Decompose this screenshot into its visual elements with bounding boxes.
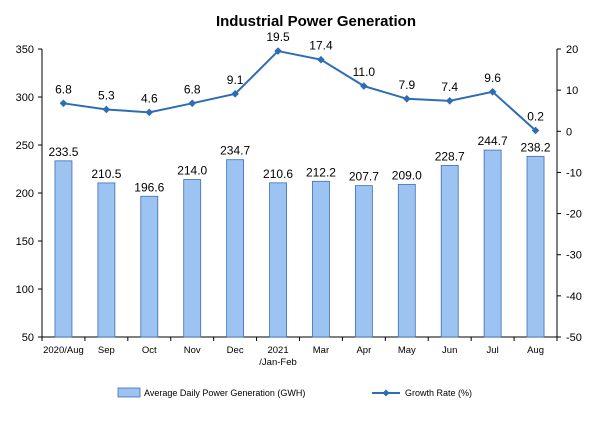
bar-series: 233.5 210.5 196.6 214.0 234.7 210.6 212.2 207.7… (48, 134, 551, 338)
line-data-label: 19.5 (266, 30, 290, 44)
y-left-tick-label: 350 (16, 44, 34, 56)
bar (269, 182, 287, 338)
line-point (488, 87, 497, 96)
line-point (402, 94, 411, 103)
line-data-label: 7.4 (441, 80, 458, 94)
bar (354, 185, 373, 338)
bar (526, 155, 545, 338)
y-left-tick-label: 150 (16, 236, 34, 248)
bar (183, 179, 202, 338)
y-right-tick-label: -50 (566, 332, 582, 344)
x-tick-label: Jun (442, 345, 457, 356)
bar-data-label: 210.5 (91, 167, 121, 181)
x-tick-label: 2020/Aug (43, 345, 84, 356)
bar (440, 165, 459, 338)
y-left-tick-label: 200 (16, 188, 34, 200)
bar (397, 183, 416, 338)
legend-label-line: Growth Rate (%) (405, 388, 472, 398)
line-data-label: 9.6 (484, 71, 501, 85)
y-left-tick-label: 50 (22, 332, 34, 344)
x-tick-label: Sep (98, 345, 115, 356)
bar-data-label: 233.5 (48, 145, 78, 159)
line-point (274, 47, 282, 55)
line-point (445, 97, 454, 105)
legend-line-marker (382, 389, 390, 397)
x-tick-label: /Jan-Feb (259, 357, 297, 368)
line-data-label: 9.1 (227, 73, 244, 87)
y-right-tick-label: -20 (566, 209, 582, 221)
y-right-tick-label: 20 (566, 44, 578, 56)
line-point (360, 82, 368, 90)
y-left-tick-label: 250 (16, 140, 34, 152)
bar (312, 180, 330, 338)
y-left-tick-label: 300 (16, 92, 34, 104)
bar (140, 195, 159, 338)
x-tick-label: Oct (142, 345, 157, 356)
line-series: 6.8 5.3 4.6 6.8 9.1 19.5 17.4 11.0 7.9 7.4 9.6 0.2 (55, 30, 544, 135)
y-right-tick-label: 0 (566, 126, 572, 138)
legend-bar-swatch (117, 387, 141, 398)
bar-data-label: 209.0 (392, 168, 422, 182)
legend-label-bars: Average Daily Power Generation (GWH) (144, 388, 305, 398)
x-tick-label: May (398, 345, 416, 356)
y-right-tick-label: -40 (566, 291, 582, 303)
line-data-label: 11.0 (353, 65, 376, 79)
x-tick-label: Jul (487, 345, 499, 356)
chart-title: Industrial Power Generation (216, 13, 416, 30)
line-point (317, 55, 325, 64)
bar-data-label: 214.0 (177, 164, 207, 178)
line-data-label: 17.4 (309, 39, 333, 53)
axes: 50 100 150 200 250 300 350 -50 -40 -30 -20 -10 0 10 20… (16, 44, 582, 368)
bar-data-label: 212.2 (306, 165, 336, 179)
bar-data-label: 234.7 (220, 144, 250, 158)
x-tick-label: Dec (227, 345, 244, 356)
y-right-tick-label: -10 (566, 167, 582, 179)
bar-data-label: 196.6 (134, 180, 164, 194)
bar (54, 160, 73, 338)
bar-data-label: 238.2 (521, 140, 551, 154)
x-tick-label: Aug (527, 345, 544, 356)
x-tick-label: Mar (313, 345, 329, 356)
y-right-tick-label: -30 (566, 250, 582, 262)
line-data-label: 6.8 (184, 82, 201, 96)
bar (483, 149, 502, 338)
line-data-label: 7.9 (398, 78, 415, 92)
bar-data-label: 244.7 (478, 134, 508, 148)
line-point (102, 105, 111, 114)
line-data-label: 6.8 (55, 82, 72, 96)
bar (97, 182, 116, 338)
line-data-label: 0.2 (527, 109, 544, 123)
y-right-tick-label: 10 (566, 85, 578, 97)
line-point (59, 99, 68, 108)
growth-rate-line (63, 49, 537, 132)
line-point (231, 90, 239, 98)
y-left-tick-label: 100 (16, 284, 34, 296)
legend: Average Daily Power Generation (GWH) Grow… (117, 387, 472, 398)
x-tick-label: Apr (356, 345, 371, 356)
line-point (188, 99, 197, 108)
line-point (145, 108, 154, 117)
x-tick-label: Nov (184, 345, 201, 356)
line-data-label: 5.3 (98, 88, 115, 102)
bar-data-label: 228.7 (435, 149, 465, 163)
line-data-label: 4.6 (141, 91, 158, 105)
bar-data-label: 207.7 (349, 170, 379, 184)
x-tick-label: 2021 (267, 345, 288, 356)
bar-data-label: 210.6 (263, 167, 293, 181)
bar (226, 159, 245, 338)
line-point (531, 126, 540, 135)
